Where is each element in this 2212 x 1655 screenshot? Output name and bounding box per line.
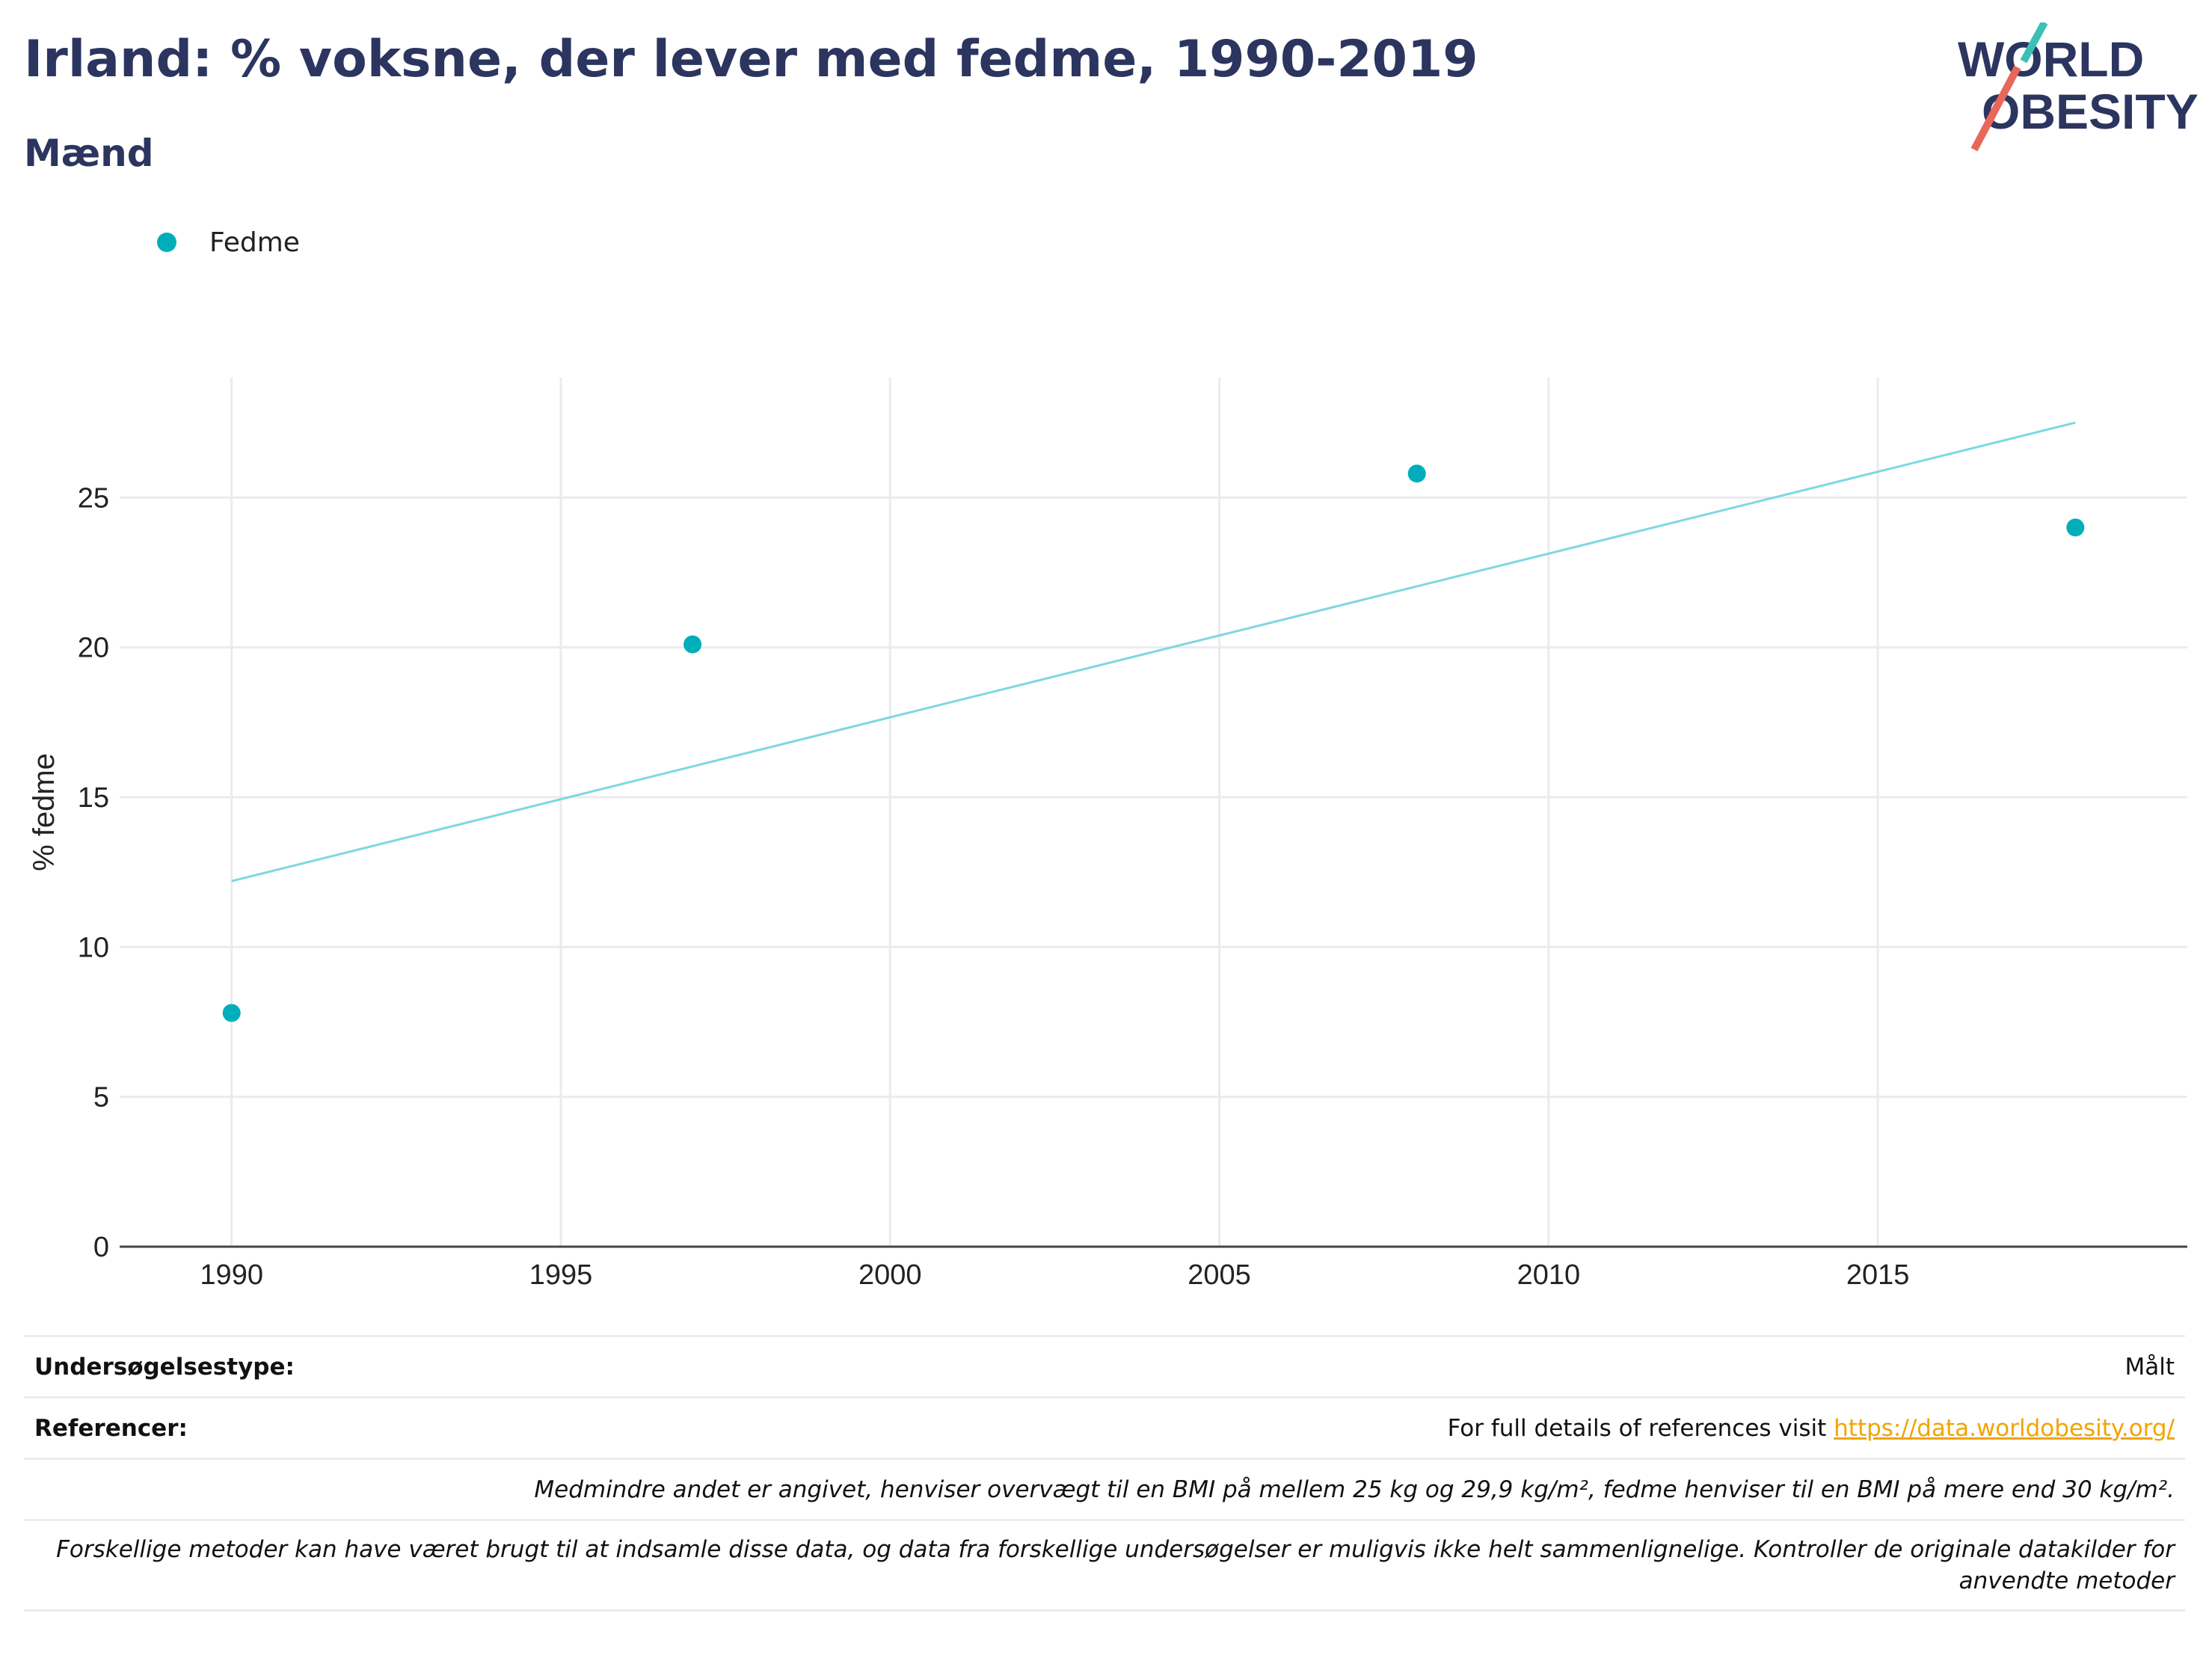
logo-text-obesity: OBESITY (1982, 84, 2199, 139)
footer-row-bmi-note: Medmindre andet er angivet, henviser ove… (24, 1458, 2185, 1519)
trend-line (231, 421, 2076, 882)
references-text: For full details of references visit (1447, 1414, 1834, 1442)
data-point-2018 (2066, 518, 2085, 537)
footer-row-methods-note: Forskellige metoder kan have været brugt… (24, 1519, 2185, 1612)
y-tick-label-10: 10 (78, 932, 109, 963)
references-link[interactable]: https://data.worldobesity.org/ (1834, 1414, 2175, 1442)
legend-marker-fedme (157, 233, 176, 252)
footer-row-references: Referencer: For full details of referenc… (24, 1396, 2185, 1458)
y-tick-label-20: 20 (78, 633, 109, 664)
y-axis-label: % fedme (28, 753, 61, 871)
y-tick-label-15: 15 (78, 782, 109, 814)
logo-text-world: WORLD (1958, 31, 2144, 87)
x-tick-label-2010: 2010 (1517, 1259, 1581, 1291)
references-value: For full details of references visit htt… (1448, 1415, 2185, 1442)
logo-slash-red (1970, 65, 2021, 152)
data-point-1990 (222, 1004, 241, 1022)
x-tick-label-2000: 2000 (858, 1259, 922, 1291)
chart-subtitle: Mænd (24, 132, 154, 175)
survey-type-label: Undersøgelsestype: (34, 1353, 295, 1381)
data-point-2008 (1407, 464, 1426, 483)
scatter-chart: 1990 1995 2000 2005 2010 2015 0 5 10 15 20 25 % fedm… (28, 378, 2187, 1291)
methods-note-line-2: anvendte metoder (1958, 1568, 2175, 1594)
world-obesity-logo: WORLD OBESITY (1958, 22, 2199, 152)
y-tick-label-5: 5 (93, 1082, 109, 1114)
bmi-note: Medmindre andet er angivet, henviser ove… (534, 1476, 2175, 1503)
methods-note: Forskellige metoder kan have været brugt… (56, 1534, 2185, 1597)
y-tick-label-25: 25 (78, 482, 109, 514)
x-tick-label-1995: 1995 (529, 1259, 593, 1291)
x-tick-label-1990: 1990 (200, 1259, 263, 1291)
chart-title: Irland: % voksne, der lever med fedme, 1… (24, 30, 1478, 89)
x-tick-label-2005: 2005 (1188, 1259, 1251, 1291)
survey-type-value: Målt (2125, 1353, 2175, 1381)
footer-table: Undersøgelsestype: Målt Referencer: For … (24, 1335, 2185, 1612)
y-tick-label-0: 0 (93, 1232, 109, 1263)
legend[interactable]: Fedme (157, 224, 300, 260)
footer-row-survey-type: Undersøgelsestype: Målt (24, 1335, 2185, 1396)
references-label: Referencer: (34, 1414, 188, 1442)
data-point-1997 (683, 635, 702, 654)
methods-note-line-1: Forskellige metoder kan have været brugt… (56, 1536, 2175, 1563)
logo-slash-teal (2020, 22, 2048, 64)
x-tick-label-2015: 2015 (1846, 1259, 1910, 1291)
legend-label-fedme: Fedme (209, 227, 300, 258)
